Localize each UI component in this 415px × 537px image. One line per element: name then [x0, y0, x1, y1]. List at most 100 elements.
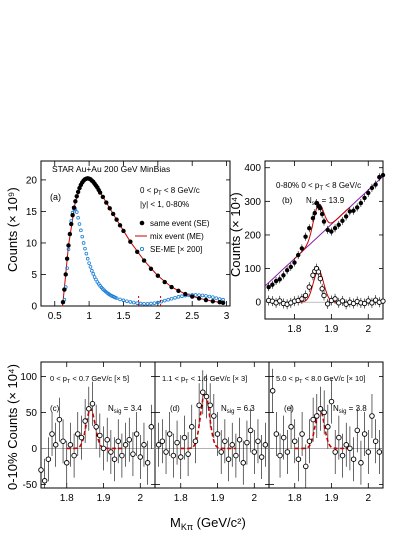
se-point — [148, 266, 154, 272]
panel-a-header: STAR Au+Au 200 GeV MinBias — [52, 164, 170, 174]
panel-d-point — [251, 449, 258, 455]
se-point — [70, 213, 75, 218]
panel-a-ticks: 0.5 1 1.5 2 2.5 3 0 5 10 15 20 — [26, 161, 230, 322]
panel-e-point — [339, 452, 346, 459]
panel-c-point — [75, 431, 81, 437]
panel-b-point — [377, 174, 382, 180]
panel-d-point — [163, 449, 169, 455]
se-me-point — [166, 297, 170, 302]
panel-c-tag: (c) — [50, 404, 60, 413]
panel-b-point — [312, 210, 317, 216]
panel-e-point — [269, 388, 276, 394]
se-point — [162, 279, 167, 285]
se-me-point — [149, 301, 153, 306]
panel-b-ytick-label: 100 — [244, 264, 261, 275]
panel-b-ytick-label: 200 — [244, 230, 261, 241]
se-me-point — [118, 297, 122, 302]
panel-b-xtick-label: 2 — [365, 324, 371, 335]
panel-b-point — [292, 260, 297, 265]
se-me-point — [193, 293, 198, 297]
panel-b-ytick-label: 400 — [244, 163, 261, 174]
panel-b-point — [347, 209, 353, 214]
panel-b-point — [303, 234, 308, 239]
panel-c-point — [111, 456, 118, 462]
se-point — [114, 217, 119, 222]
panel-c-point — [41, 478, 48, 484]
panel-d-point — [236, 437, 243, 443]
panel-b-sub-point — [277, 298, 283, 304]
panel-b-sub-point — [361, 300, 368, 307]
panel-c-point — [89, 401, 96, 407]
se-me-point — [176, 295, 181, 299]
se-me-point — [159, 299, 164, 304]
lower-xlabel: MKπ (GeV/c²) — [170, 515, 246, 532]
se-point — [217, 300, 222, 305]
panel-e-nsig: Nsig = 3.8 — [333, 404, 367, 415]
panel-c-point — [122, 442, 129, 448]
panel-a-marks — [60, 176, 226, 307]
se-me-point — [200, 293, 205, 298]
se-point — [169, 284, 174, 290]
panel-c-ytick-label: -50 — [23, 480, 38, 491]
panel-e-point — [280, 434, 287, 441]
panel-d-point — [203, 393, 210, 400]
panel-b-xtick-label: 1.9 — [324, 324, 338, 335]
panel-b-point — [270, 282, 275, 287]
se-me-point — [90, 268, 94, 273]
panel-b-point — [329, 229, 334, 234]
panel-d-point — [200, 389, 206, 395]
panel-a-cut1: 0 < pT < 8 GeV/c — [140, 186, 200, 197]
se-point — [190, 294, 195, 299]
panel-c-point — [141, 442, 147, 448]
panel-e-point — [325, 424, 331, 430]
panel-d-point — [258, 454, 265, 460]
se-point — [135, 249, 140, 254]
panel-a-xtick-label: 1.5 — [117, 311, 131, 322]
panel-a-cut2: |y| < 1, 0-80% — [140, 200, 189, 209]
panel-e-point — [361, 431, 368, 437]
se-me-point — [121, 298, 126, 303]
panel-a-ytick-label: 10 — [26, 238, 38, 249]
panel-e-point — [314, 413, 320, 419]
panel-d-point — [196, 402, 202, 408]
panel-d-xtick-label: 2 — [252, 493, 258, 504]
se-me-point — [80, 234, 85, 239]
panel-b-point — [299, 246, 305, 251]
panel-e-xtick-label: 2 — [366, 493, 372, 504]
panel-c-point — [108, 449, 114, 455]
panel-b-point — [266, 284, 271, 290]
panel-b-point — [354, 205, 360, 210]
panel-d-point — [255, 438, 261, 444]
panel-d-point — [214, 431, 221, 437]
panel-a-frame — [40, 160, 231, 307]
panel-b-nsig: Nsig = 13.9 — [306, 196, 345, 207]
se-me-point — [87, 261, 91, 265]
panel-e-point — [332, 449, 338, 455]
panel-e-point — [350, 456, 357, 462]
panel-c-point — [82, 418, 88, 424]
se-point — [203, 297, 209, 303]
panel-e-frame — [268, 361, 384, 489]
panel-c-point — [148, 424, 155, 430]
panel-a-ytick-label: 15 — [26, 207, 38, 218]
panel-c-point — [130, 451, 136, 457]
panel-e-point — [369, 413, 375, 419]
panel-e-xtick-label: 1.9 — [325, 493, 339, 504]
panel-b-ytick-label: 300 — [244, 197, 261, 208]
panel-d-point — [262, 442, 269, 448]
se-point — [64, 256, 70, 261]
panel-c-ytick-label: 50 — [26, 408, 38, 419]
panel-e-point — [365, 449, 372, 455]
me-line — [61, 178, 224, 307]
panel-c-point — [126, 437, 133, 443]
panel-c-fit — [66, 407, 122, 450]
panel-d-point — [181, 434, 188, 441]
se-me-point — [66, 247, 71, 252]
panel-d-point — [218, 449, 224, 455]
panel-b-point — [336, 222, 341, 228]
panel-c-xtick-label: 1.8 — [60, 493, 74, 504]
panel-c-point — [144, 460, 151, 466]
panel-e-xtick-label: 1.8 — [288, 493, 302, 504]
panel-b-point — [295, 252, 301, 258]
se-me-point — [83, 246, 87, 251]
